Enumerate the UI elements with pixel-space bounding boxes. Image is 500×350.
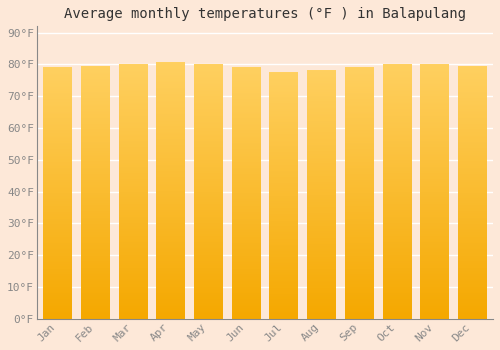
Title: Average monthly temperatures (°F ) in Balapulang: Average monthly temperatures (°F ) in Ba… xyxy=(64,7,466,21)
